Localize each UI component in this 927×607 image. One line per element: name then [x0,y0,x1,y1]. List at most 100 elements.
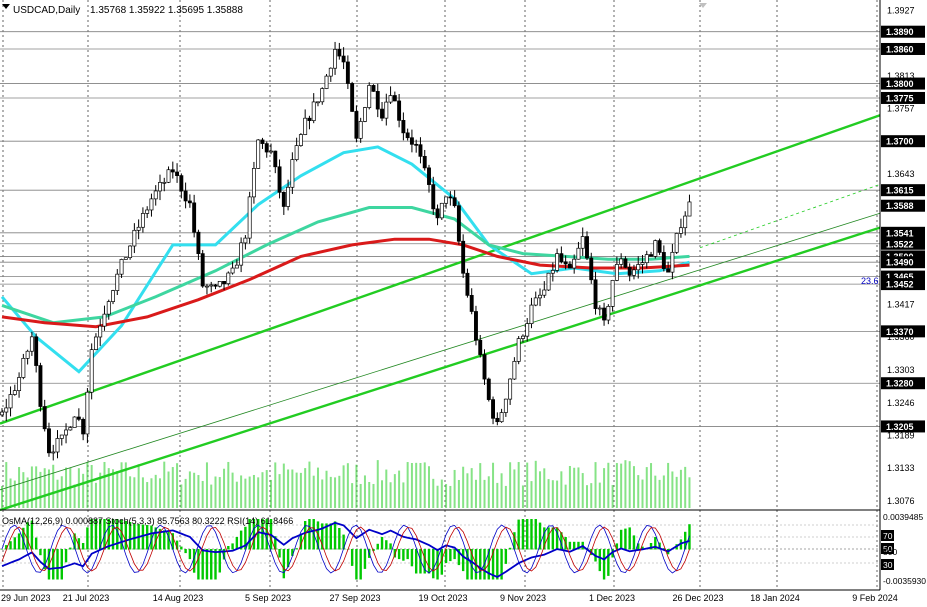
time-axis-label: 14 Aug 2023 [153,593,204,603]
volume-bar [18,467,21,508]
candle-bearish [418,144,423,157]
volume-bar [43,468,46,508]
oscillator-level-box [881,543,894,554]
volume-bar [376,460,379,508]
volume-bar [466,473,469,508]
volume-bar [406,462,409,508]
level-label: 1.3615 [886,186,914,196]
volume-bar [517,462,520,508]
volume-bar [112,469,115,508]
volume-bar [453,469,456,508]
volume-bar [628,461,631,508]
candle-bullish [546,272,551,291]
osma-bar [163,530,166,550]
osma-bar [406,549,409,560]
volume-bar [363,475,366,508]
volume-bar [496,482,499,508]
volume-bar [539,471,542,508]
shift-marker-icon[interactable] [699,3,707,8]
oscillator-axis-label: -0.0035930 [883,576,926,586]
candle-bearish [661,252,666,270]
volume-bar [227,461,230,508]
osma-bar [602,549,606,580]
candle-bearish [380,108,384,119]
fibonacci-label: 23.6 [861,276,879,286]
osma-bar [461,549,465,572]
candle-bullish [324,75,329,89]
stoch-main-line [1,524,690,574]
volume-bar [419,462,422,508]
volume-bar [594,462,597,508]
osma-bar [325,523,328,550]
candle-bullish [123,257,128,260]
candle-bullish [384,101,389,119]
volume-bar [316,467,319,508]
candle-bullish [140,213,145,228]
candle-bullish [64,429,68,436]
candle-bearish [175,171,180,176]
osma-bar [649,543,653,550]
volume-bar [312,475,315,508]
osma-bar [43,549,46,570]
candle-bullish [0,411,4,416]
current-price-box [881,199,925,212]
volume-bar [150,478,153,508]
candle-bullish [367,85,372,108]
rsi-line [1,521,690,579]
channel-upper-line [0,114,881,425]
volume-bar [615,463,618,508]
candle-bullish [678,227,683,234]
volume-bar [662,475,665,508]
volume-bar [184,478,187,508]
osma-bar [26,522,29,550]
osma-bar [543,527,546,550]
volume-bar [342,465,345,508]
volume-bar [163,461,166,508]
volume-bar [103,461,106,508]
candle-bearish [76,416,81,420]
osma-bar [402,549,405,561]
candle-bullish [572,258,577,269]
osma-bar [239,530,243,550]
osma-bar [22,527,25,550]
osma-bar [397,549,401,560]
volume-bar [551,480,554,508]
level-label-box [881,377,925,390]
volume-bar [398,470,401,508]
volume-bar [351,483,354,508]
osma-bar [333,521,337,550]
osma-bar [376,543,379,550]
candle-bearish [354,111,359,139]
osma-bar [81,543,85,550]
volume-bar [240,475,243,508]
collapse-triangle-icon[interactable] [2,4,10,9]
volume-bar [359,483,362,508]
candle-bullish [55,438,60,453]
volume-bar [90,465,93,508]
candle-bearish [273,150,278,168]
candle-bullish [136,226,141,231]
candle-bullish [653,240,658,257]
projection-line [699,184,881,249]
volume-bar [513,469,516,508]
candle-bullish [29,336,34,352]
candle-bullish [4,407,9,413]
horizontal-level-lines [0,31,880,427]
osma-bar [457,549,461,566]
candle-bearish [452,197,457,207]
volume-bar [197,475,200,508]
candle-bullish [234,264,239,269]
candle-bearish [409,137,414,145]
osma-bar [291,549,294,556]
candle-bearish [375,91,380,110]
volume-bar [671,471,674,508]
candle-bullish [251,168,256,198]
osma-bar [641,546,644,550]
candle-bullish [153,190,158,200]
osma-bar [214,549,217,580]
candle-bullish [597,307,602,310]
candle-bullish [85,391,90,435]
level-label: 1.3522 [886,239,914,249]
